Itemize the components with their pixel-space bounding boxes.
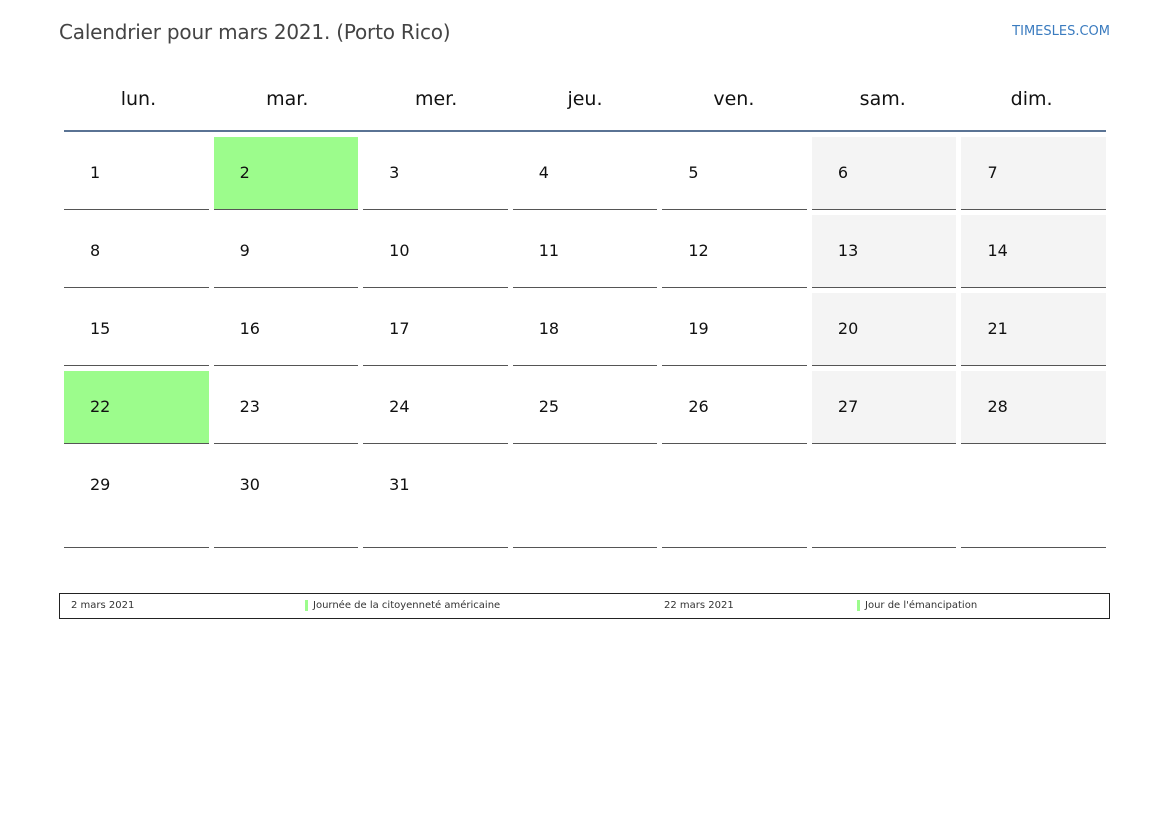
day-cell[interactable]: 19 xyxy=(662,293,807,366)
day-number: 25 xyxy=(538,397,560,416)
day-cell[interactable]: 15 xyxy=(64,293,209,366)
day-number: 24 xyxy=(389,397,410,416)
calendar-week-row: 15 16 17 18 19 20 21 xyxy=(64,293,1107,366)
day-number: 16 xyxy=(239,319,260,338)
site-link[interactable]: TIMESLES.COM xyxy=(1012,24,1110,39)
holiday-legend: 2 mars 2021 Journée de la citoyenneté am… xyxy=(59,593,1110,619)
legend-color-swatch xyxy=(305,600,308,611)
day-number: 11 xyxy=(538,241,560,260)
day-number: 6 xyxy=(837,163,849,182)
day-cell[interactable]: 23 xyxy=(213,371,359,444)
day-number: 27 xyxy=(837,397,859,416)
day-cell[interactable]: 14 xyxy=(961,215,1107,288)
day-number: 9 xyxy=(239,241,250,260)
day-cell[interactable]: 12 xyxy=(662,215,807,288)
day-cell[interactable]: 31 xyxy=(363,449,508,548)
page-title: Calendrier pour mars 2021. (Porto Rico) xyxy=(59,20,451,44)
day-cell[interactable]: 17 xyxy=(363,293,508,366)
day-number: 28 xyxy=(987,397,1008,416)
day-cell[interactable]: 22 xyxy=(64,371,209,444)
day-number: 30 xyxy=(239,475,260,494)
day-number: 23 xyxy=(239,397,260,416)
day-number: 1 xyxy=(90,163,101,182)
weekday-header: mer. xyxy=(414,88,458,110)
day-cell[interactable]: 8 xyxy=(64,215,209,288)
day-number: 14 xyxy=(987,241,1008,260)
calendar-weeks: 1 2 3 4 5 6 7 8 9 10 11 12 13 14 15 16 17 18 19 20 21 22 23 24 2… xyxy=(64,137,1107,548)
day-cell[interactable]: 25 xyxy=(512,371,658,444)
day-number: 13 xyxy=(837,241,859,260)
day-cell[interactable]: 10 xyxy=(363,215,508,288)
calendar-week-row: 22 23 24 25 26 27 28 xyxy=(64,371,1107,444)
calendar-week-row: 1 2 3 4 5 6 7 xyxy=(64,137,1107,210)
day-number: 29 xyxy=(90,475,111,494)
day-number: 19 xyxy=(688,319,709,338)
weekday-header: mar. xyxy=(266,88,309,110)
day-cell[interactable]: 4 xyxy=(512,137,658,210)
day-cell[interactable]: 7 xyxy=(961,137,1107,210)
calendar-week-row: 29 30 31 xyxy=(64,449,1107,548)
day-cell[interactable]: 3 xyxy=(363,137,508,210)
weekday-header: sam. xyxy=(859,88,906,110)
day-number: 26 xyxy=(688,397,709,416)
day-number: 20 xyxy=(837,319,859,338)
day-cell[interactable]: 11 xyxy=(512,215,658,288)
legend-holiday-name: Jour de l'émancipation xyxy=(865,600,978,611)
empty-day-cell xyxy=(811,449,957,548)
day-cell[interactable]: 28 xyxy=(961,371,1107,444)
day-number: 5 xyxy=(688,163,699,182)
day-cell[interactable]: 20 xyxy=(811,293,957,366)
weekday-header: ven. xyxy=(713,88,755,110)
day-cell[interactable]: 21 xyxy=(961,293,1107,366)
day-number: 8 xyxy=(90,241,101,260)
legend-holiday-name: Journée de la citoyenneté américaine xyxy=(313,600,501,611)
day-cell[interactable]: 18 xyxy=(512,293,658,366)
day-cell[interactable]: 1 xyxy=(64,137,209,210)
weekday-header: jeu. xyxy=(567,88,603,110)
calendar-week-row: 8 9 10 11 12 13 14 xyxy=(64,215,1107,288)
day-cell[interactable]: 16 xyxy=(213,293,359,366)
weekday-header: dim. xyxy=(1010,88,1053,110)
day-number: 15 xyxy=(90,319,111,338)
day-number: 17 xyxy=(389,319,410,338)
legend-color-swatch xyxy=(857,600,860,611)
day-cell[interactable]: 2 xyxy=(213,137,359,210)
empty-day-cell xyxy=(961,449,1107,548)
day-number: 21 xyxy=(987,319,1008,338)
day-number: 10 xyxy=(389,241,410,260)
day-number: 4 xyxy=(538,163,549,182)
day-number: 7 xyxy=(987,163,998,182)
day-cell[interactable]: 13 xyxy=(811,215,957,288)
day-number: 18 xyxy=(538,319,560,338)
empty-day-cell xyxy=(512,449,658,548)
day-cell[interactable]: 26 xyxy=(662,371,807,444)
day-number: 31 xyxy=(389,475,410,494)
weekday-header-row: lun. mar. mer. jeu. ven. sam. dim. xyxy=(64,70,1106,132)
weekday-header: lun. xyxy=(120,88,157,110)
day-cell[interactable]: 29 xyxy=(64,449,209,548)
day-cell[interactable]: 6 xyxy=(811,137,957,210)
day-cell[interactable]: 27 xyxy=(811,371,957,444)
day-cell[interactable]: 30 xyxy=(213,449,359,548)
day-cell[interactable]: 9 xyxy=(213,215,359,288)
day-cell[interactable]: 5 xyxy=(662,137,807,210)
day-number: 12 xyxy=(688,241,709,260)
legend-date: 22 mars 2021 xyxy=(664,600,734,611)
day-cell[interactable]: 24 xyxy=(363,371,508,444)
day-number: 22 xyxy=(90,397,111,416)
legend-date: 2 mars 2021 xyxy=(71,600,135,611)
day-number: 3 xyxy=(389,163,400,182)
empty-day-cell xyxy=(662,449,807,548)
day-number: 2 xyxy=(239,163,250,182)
